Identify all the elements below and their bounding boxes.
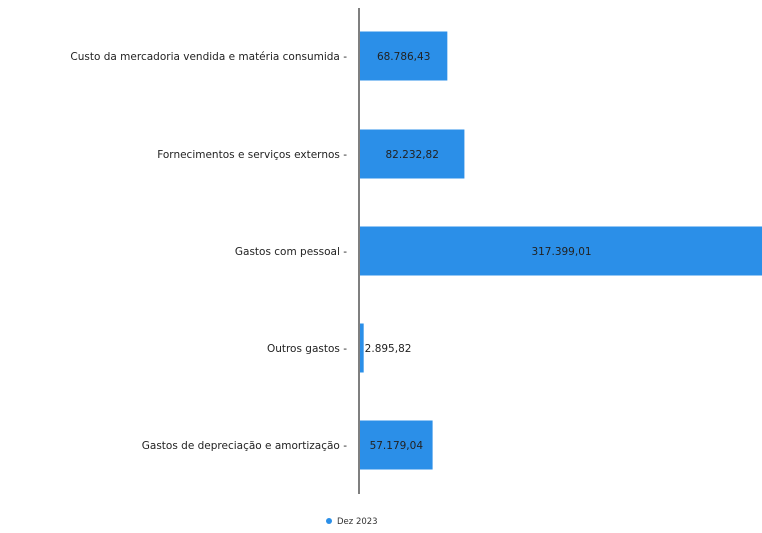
- category-label-fornecimentos-e-servicos-externos: Fornecimentos e serviços externos -: [157, 149, 347, 161]
- category-label-gastos-com-pessoal: Gastos com pessoal -: [235, 246, 347, 258]
- legend: Dez 2023: [326, 517, 378, 527]
- value-label-gastos-com-pessoal: 317.399,01: [531, 246, 591, 258]
- bar-fornecimentos-e-servicos-externos: [360, 129, 465, 179]
- bar-gastos-com-pessoal: [360, 226, 762, 276]
- category-label-gastos-de-depreciacao-e-amortizacao: Gastos de depreciação e amortização -: [142, 440, 347, 452]
- bar-outros-gastos: [360, 323, 364, 373]
- bar-gastos-de-depreciacao-e-amortizacao: [360, 420, 433, 470]
- value-label-fornecimentos-e-servicos-externos: 82.232,82: [385, 149, 438, 161]
- category-label-outros-gastos: Outros gastos -: [267, 343, 347, 355]
- bars-group: [360, 31, 762, 470]
- value-label-custo-da-mercadoria-vendida-e-materia-consumida: 68.786,43: [377, 51, 430, 63]
- category-label-custo-da-mercadoria-vendida-e-materia-consumida: Custo da mercadoria vendida e matéria co…: [70, 51, 347, 63]
- legend-label-dez-2023: Dez 2023: [337, 517, 378, 527]
- value-label-outros-gastos: 2.895,82: [365, 343, 412, 355]
- category-labels-group: Custo da mercadoria vendida e matéria co…: [70, 51, 347, 452]
- bar-custo-da-mercadoria-vendida-e-materia-consumida: [360, 31, 448, 81]
- legend-marker-dez-2023: [326, 518, 332, 524]
- value-label-gastos-de-depreciacao-e-amortizacao: 57.179,04: [370, 440, 424, 452]
- value-labels-group: 68.786,43 82.232,82 317.399,01 2.895,82 57.1…: [365, 51, 592, 452]
